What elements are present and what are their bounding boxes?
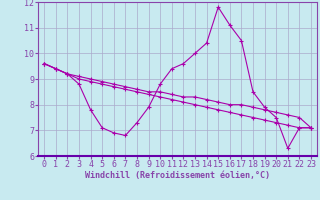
X-axis label: Windchill (Refroidissement éolien,°C): Windchill (Refroidissement éolien,°C) (85, 171, 270, 180)
